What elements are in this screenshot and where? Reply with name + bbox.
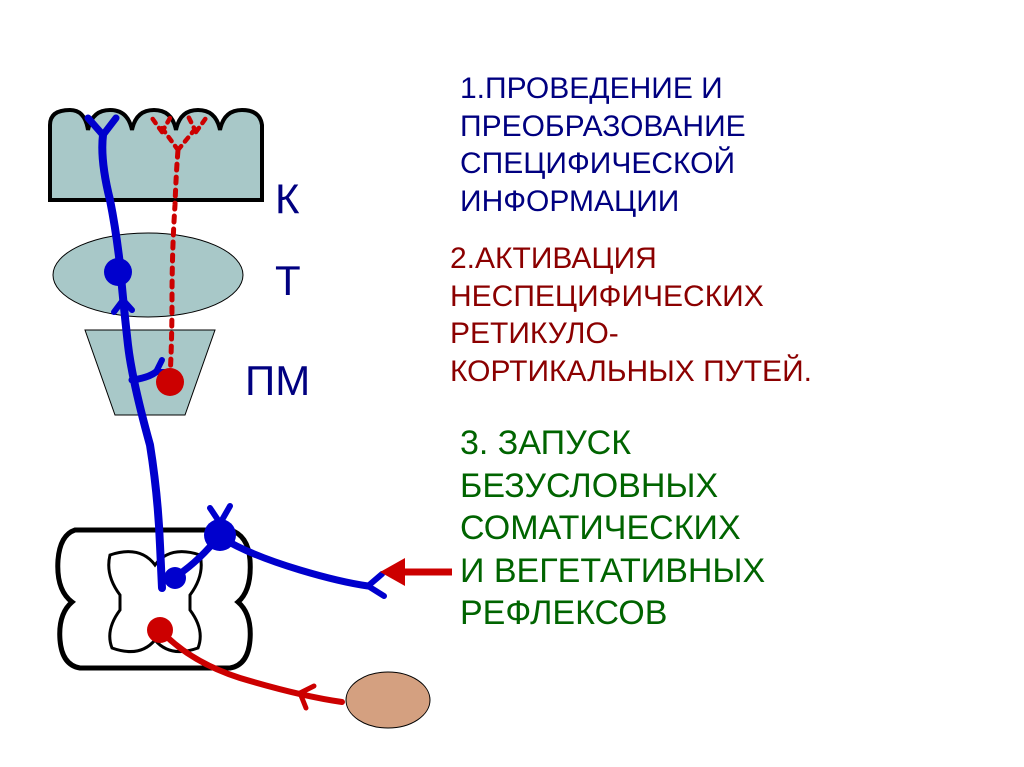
t2l4: КОРТИКАЛЬНЫХ ПУТЕЙ. <box>450 355 812 388</box>
t3l4: И ВЕГЕТАТИВНЫХ <box>460 552 765 590</box>
t1l2: ПРЕОБРАЗОВАНИЕ <box>460 110 746 143</box>
text-area: 1.ПРОВЕДЕНИЕ И ПРЕОБРАЗОВАНИЕ СПЕЦИФИЧЕС… <box>460 70 1000 655</box>
t3l3: СОМАТИЧЕСКИХ <box>460 509 741 547</box>
text-block-3: 3. ЗАПУСК БЕЗУСЛОВНЫХ СОМАТИЧЕСКИХ И ВЕГ… <box>460 422 1000 635</box>
text-block-1: 1.ПРОВЕДЕНИЕ И ПРЕОБРАЗОВАНИЕ СПЕЦИФИЧЕС… <box>460 70 1000 220</box>
t2l3: РЕТИКУЛО- <box>450 317 619 350</box>
t2l1: 2.АКТИВАЦИЯ <box>450 242 657 275</box>
t3l1: 3. ЗАПУСК <box>460 424 631 462</box>
t3l5: РЕФЛЕКСОВ <box>460 594 667 632</box>
blue-soma-thalamus <box>104 258 132 286</box>
t1l1: 1.ПРОВЕДЕНИЕ И <box>460 72 723 105</box>
t1l3: СПЕЦИФИЧЕСКОЙ <box>460 147 735 180</box>
neural-diagram-svg <box>0 0 460 767</box>
t3l2: БЕЗУСЛОВНЫХ <box>460 467 718 505</box>
thalamus-shape <box>53 233 243 317</box>
label-t: Т <box>275 260 301 302</box>
input-arrow <box>380 558 452 586</box>
text-block-2: 2.АКТИВАЦИЯ НЕСПЕЦИФИЧЕСКИХ РЕТИКУЛО- КО… <box>450 240 1000 390</box>
diagram-area <box>0 0 460 767</box>
red-soma-pm <box>156 368 184 396</box>
label-k: К <box>275 178 299 220</box>
t2l2: НЕСПЕЦИФИЧЕСКИХ <box>450 280 764 313</box>
t1l4: ИНФОРМАЦИИ <box>460 185 679 218</box>
label-pm: ПМ <box>245 360 310 402</box>
target-organ <box>346 672 430 728</box>
